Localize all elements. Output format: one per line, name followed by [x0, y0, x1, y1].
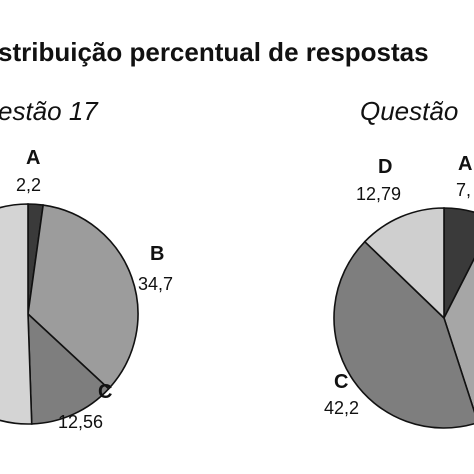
- label-right-category-c: C: [334, 371, 348, 393]
- pie-chart-questao-17: [0, 203, 139, 425]
- label-right-value-a: 7,: [456, 180, 471, 200]
- label-q17-category-b: B: [150, 243, 164, 265]
- pie-slice-q17-c: [27, 312, 110, 425]
- label-right-category-a: A: [458, 153, 472, 175]
- label-right-value-d: 12,79: [356, 184, 401, 204]
- subtitle-questao-17: estão 17: [0, 96, 99, 126]
- label-right-value-c: 42,2: [324, 398, 359, 418]
- label-q17-value-b: 34,7: [138, 274, 173, 294]
- pie-slice-q17-b: [27, 204, 139, 390]
- pie-slice-right-d: [363, 207, 445, 320]
- pie-slice-right-other: [443, 257, 474, 414]
- chart-title: stribuição percentual de respostas: [0, 37, 429, 67]
- pie-chart-questao-right: [333, 207, 474, 429]
- label-q17-value-a: 2,2: [16, 175, 41, 195]
- label-q17-value-c: 12,56: [58, 412, 103, 432]
- label-right-category-d: D: [378, 156, 392, 178]
- label-q17-category-a: A: [26, 147, 40, 169]
- title-background: [0, 28, 474, 72]
- pie-slice-q17-remainder: [0, 203, 33, 425]
- subtitle-questao-right: Questão: [360, 96, 458, 126]
- label-q17-category-c: C: [98, 381, 112, 403]
- pie-slice-right-c: [333, 240, 474, 429]
